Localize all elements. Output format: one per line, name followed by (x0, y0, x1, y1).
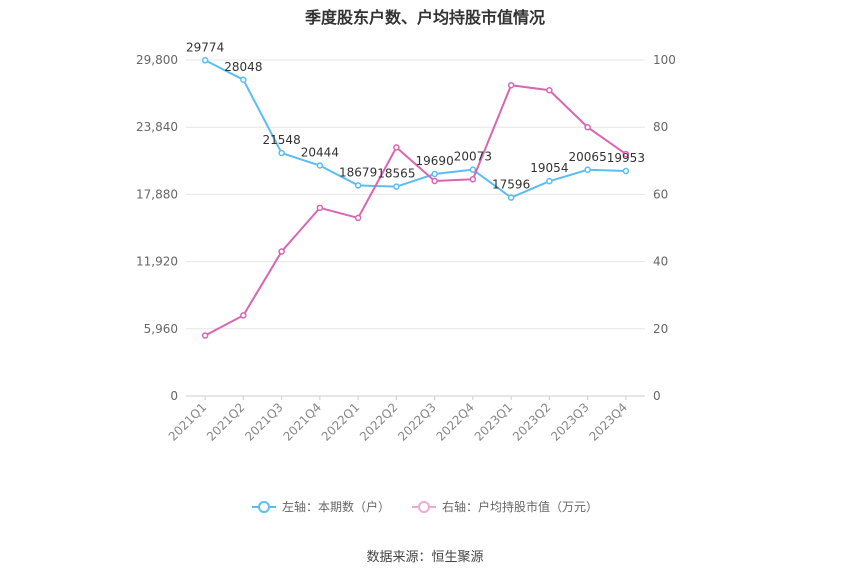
data-point-avg-holding-value (354, 214, 362, 222)
data-point-shareholder-count (622, 167, 630, 175)
data-label: 18565 (377, 167, 415, 181)
left-axis-tick-label: 23,840 (136, 120, 178, 134)
series-line-shareholder-count (204, 59, 626, 199)
data-label: 19953 (607, 151, 645, 165)
legend-label-left: 左轴：本期数（户） (281, 500, 390, 514)
x-tick-label: 2021Q1 (166, 400, 210, 444)
data-point-avg-holding-value (546, 86, 553, 94)
x-tick-label: 2022Q3 (395, 400, 439, 444)
data-point-shareholder-count (469, 166, 477, 173)
x-tick-label: 2023Q3 (548, 400, 592, 444)
right-axis-tick-label: 0 (653, 389, 661, 403)
data-point-shareholder-count (431, 170, 438, 178)
data-label: 17596 (492, 178, 530, 192)
x-tick-label: 2021Q3 (242, 400, 286, 444)
data-point-avg-holding-value (201, 332, 209, 339)
legend-marker-right (412, 500, 436, 514)
data-label: 20444 (301, 145, 339, 159)
x-tick-label: 2022Q4 (433, 400, 477, 444)
x-tick-label: 2023Q4 (586, 400, 630, 444)
chart-title: 季度股东户数、户均持股市值情况 (304, 8, 545, 27)
data-label: 19054 (530, 161, 568, 175)
left-axis-tick-label: 17,880 (136, 187, 178, 201)
data-point-shareholder-count (546, 177, 553, 185)
data-point-avg-holding-value (393, 144, 400, 151)
series-line-avg-holding-value (204, 84, 627, 337)
data-source: 数据来源：恒生聚源 (366, 550, 484, 565)
right-axis-tick-label: 80 (653, 120, 668, 134)
legend: 左轴：本期数（户） 右轴：户均持股市值（万元） (0, 498, 850, 515)
data-label: 29774 (186, 40, 224, 54)
right-axis-tick-label: 100 (653, 53, 676, 67)
right-axis-tick-label: 60 (653, 187, 668, 201)
left-axis-tick-label: 0 (170, 389, 178, 403)
left-axis-tick-label: 29,800 (136, 53, 178, 67)
right-axis-tick-label: 40 (653, 255, 668, 269)
data-point-avg-holding-value (278, 248, 285, 255)
x-tick-label: 2021Q2 (204, 400, 248, 444)
data-label: 20065 (569, 150, 607, 164)
legend-label-right: 右轴：户均持股市值（万元） (442, 500, 599, 514)
left-axis-tick-label: 11,920 (136, 255, 178, 269)
data-point-avg-holding-value (622, 150, 630, 158)
data-point-shareholder-count (278, 149, 285, 157)
data-point-avg-holding-value (584, 123, 591, 131)
data-label: 18679 (339, 165, 377, 179)
data-point-avg-holding-value (469, 176, 477, 183)
right-axis-tick-label: 20 (653, 322, 668, 336)
data-point-shareholder-count (507, 194, 515, 201)
data-point-shareholder-count (393, 183, 400, 190)
legend-item-left[interactable]: 左轴：本期数（户） (251, 498, 390, 515)
data-label: 28048 (224, 60, 262, 74)
x-tick-label: 2022Q1 (319, 400, 363, 444)
data-point-shareholder-count (201, 57, 209, 64)
left-axis-tick-label: 5,960 (144, 322, 178, 336)
x-tick-label: 2021Q4 (280, 400, 324, 444)
data-label: 19690 (416, 154, 454, 168)
x-tick-label: 2023Q1 (472, 400, 516, 444)
data-point-shareholder-count (584, 166, 591, 174)
data-label: 21548 (263, 133, 301, 147)
data-point-shareholder-count (316, 162, 324, 169)
legend-marker-left (251, 500, 276, 514)
data-point-avg-holding-value (316, 204, 324, 212)
legend-item-right[interactable]: 右轴：户均持股市值（万元） (412, 498, 598, 515)
data-point-avg-holding-value (507, 81, 515, 89)
x-tick-label: 2023Q2 (510, 400, 554, 444)
data-label: 20073 (454, 150, 492, 164)
data-point-avg-holding-value (240, 312, 247, 319)
x-tick-label: 2022Q2 (357, 400, 401, 444)
data-point-avg-holding-value (431, 177, 438, 185)
data-point-shareholder-count (240, 76, 247, 84)
data-point-shareholder-count (354, 182, 362, 189)
